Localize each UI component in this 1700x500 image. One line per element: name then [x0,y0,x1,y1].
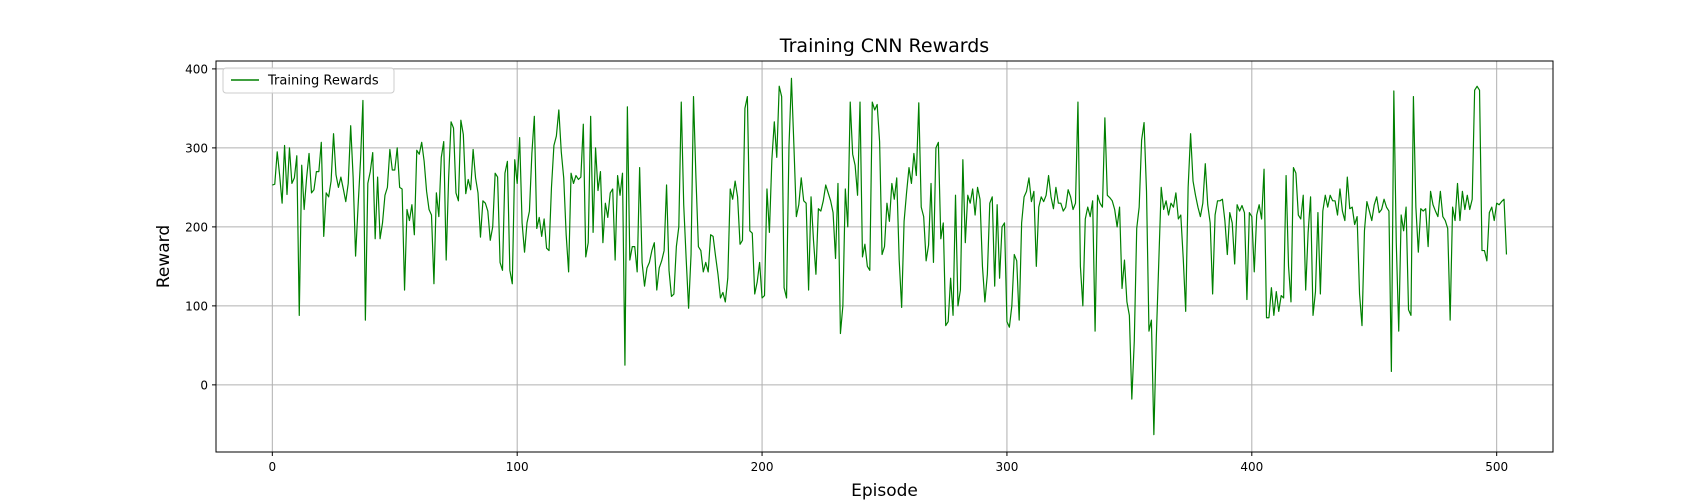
series-line-training-rewards [272,77,1508,436]
grid [216,61,1553,452]
x-tick-label: 400 [1240,460,1263,474]
y-tick-label: 100 [185,299,208,313]
y-tick-label: 400 [185,62,208,76]
chart-title: Training CNN Rewards [779,35,989,57]
x-axis-title: Episode [851,481,918,500]
x-tick-label: 200 [751,460,774,474]
series-layer [272,77,1508,436]
y-tick-label: 300 [185,141,208,155]
y-tick-label: 200 [185,220,208,234]
legend: Training Rewards [222,67,395,94]
x-tick-label: 500 [1485,460,1508,474]
x-tick-label: 100 [506,460,529,474]
legend-label: Training Rewards [267,74,379,89]
y-axis-title: Reward [154,225,174,288]
x-tick-label: 300 [995,460,1018,474]
plot-frame [215,60,1554,453]
y-tick-label: 0 [200,378,208,392]
x-tick-label: 0 [269,460,277,474]
ticks: 0 100 200 300 400 500 0 100 200 300 400 [185,62,1508,474]
legend-box [222,67,395,94]
